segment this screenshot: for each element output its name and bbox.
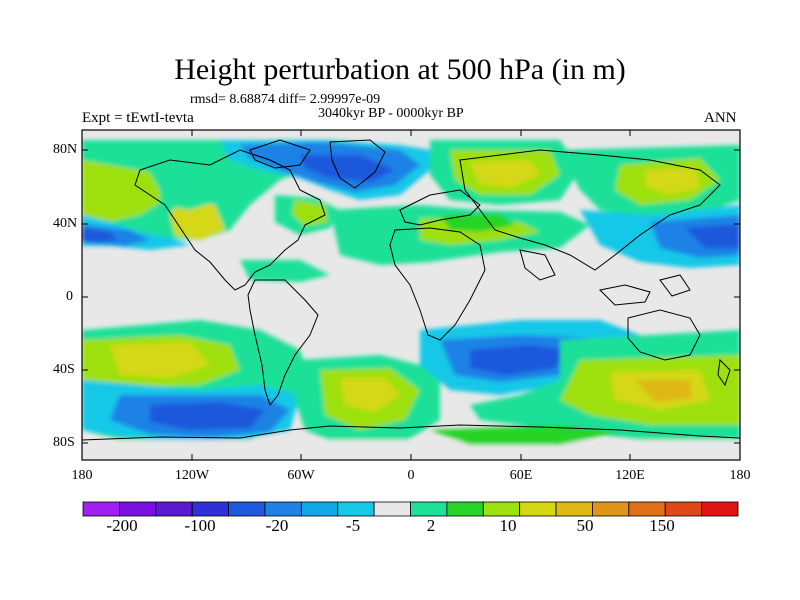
colorbar-box-4 — [228, 501, 266, 517]
colorbar-box-0 — [82, 501, 120, 517]
contour-field — [82, 130, 740, 460]
colorbar-label-4: 2 — [426, 516, 436, 535]
colorbar-label-6: 50 — [576, 516, 594, 535]
colorbar-box-1 — [118, 501, 157, 517]
period-label: 3040kyr BP - 0000kyr BP — [318, 106, 464, 121]
lon-label-120e: 120E — [615, 468, 645, 483]
colorbar-box-12 — [519, 501, 557, 517]
colorbar-box-14 — [592, 501, 630, 517]
lon-label-180-left: 180 — [71, 468, 93, 483]
colorbar-box-11 — [482, 501, 521, 517]
experiment-label: Expt = tEwtI-tevta — [82, 110, 194, 126]
axis-ticks — [81, 130, 741, 460]
lon-label-60w: 60W — [287, 468, 315, 483]
colorbar-box-7 — [337, 501, 375, 517]
colorbar-box-8 — [373, 501, 411, 517]
lon-label-120w: 120W — [174, 468, 210, 483]
lat-label-0: 0 — [66, 289, 73, 304]
lon-label-60e: 60E — [509, 468, 533, 483]
colorbar-box-17 — [701, 501, 739, 517]
colorbar-box-6 — [300, 501, 339, 517]
plot-title: Height perturbation at 500 hPa (in m) — [174, 53, 626, 86]
colorbar-label-0: -200 — [106, 516, 138, 535]
lat-label-80s: 80S — [53, 435, 75, 450]
lon-label-0: 0 — [407, 468, 415, 483]
colorbar-box-9 — [410, 501, 448, 517]
season-label: ANN — [704, 110, 737, 126]
colorbar-box-2 — [155, 501, 193, 517]
colorbar-box-3 — [191, 501, 229, 517]
colorbar-box-10 — [446, 501, 484, 517]
colorbar-box-16 — [664, 501, 703, 517]
colorbar-label-1: -100 — [184, 516, 216, 535]
colorbar — [82, 501, 739, 517]
colorbar-box-13 — [555, 501, 593, 517]
colorbar-label-2: -20 — [265, 516, 289, 535]
colorbar-label-7: 150 — [649, 516, 675, 535]
rmsd-diff-stats: rmsd= 8.68874 diff= 2.99997e-09 — [190, 92, 381, 107]
lat-label-40n: 40N — [53, 216, 78, 231]
coastlines — [82, 139, 740, 441]
lat-label-80n: 80N — [53, 142, 78, 157]
lon-label-180-right: 180 — [729, 468, 751, 483]
colorbar-label-5: 10 — [499, 516, 517, 535]
colorbar-box-5 — [264, 501, 302, 517]
colorbar-box-15 — [628, 501, 666, 517]
lat-label-40s: 40S — [53, 362, 75, 377]
colorbar-label-3: -5 — [345, 516, 361, 535]
